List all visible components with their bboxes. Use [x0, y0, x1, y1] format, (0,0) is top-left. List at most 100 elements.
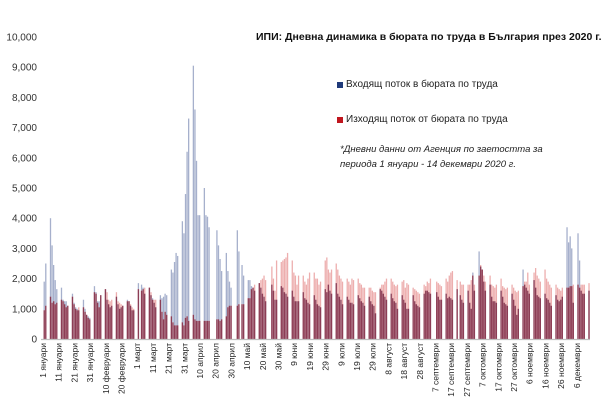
bar-overlap — [305, 299, 308, 339]
bar-inflow — [219, 258, 221, 339]
bar-overlap — [195, 320, 198, 339]
bar-overlap — [60, 299, 63, 339]
x-tick-label: 17 октомври — [493, 343, 503, 392]
bar-overlap — [469, 302, 471, 339]
bar-overlap — [522, 286, 524, 339]
x-tick-label: 21 март — [164, 343, 174, 374]
bar-overlap — [414, 301, 416, 339]
bar-inflow — [225, 252, 227, 339]
bar-overlap — [172, 322, 174, 339]
bar-overlap — [261, 293, 264, 339]
bar-overlap — [472, 275, 474, 339]
bar-overlap — [253, 290, 256, 339]
note-line-1: *Дневни данни от Агенция по заетостта за — [340, 144, 543, 155]
bar-overlap — [329, 290, 331, 339]
bar-overlap — [357, 295, 359, 339]
bar-overlap — [382, 293, 384, 339]
bar-inflow — [206, 216, 209, 339]
bar-overlap — [144, 293, 146, 339]
bar-overlap — [263, 296, 265, 339]
bar-inflow — [184, 194, 187, 339]
bar-overlap — [109, 307, 111, 339]
bar-overlap — [447, 298, 449, 339]
bar-overlap — [484, 290, 487, 339]
bar-overlap — [296, 301, 298, 339]
bar-overlap — [62, 301, 64, 339]
bar-overlap — [126, 301, 129, 339]
bar-overlap — [227, 307, 229, 339]
x-tick-label: 20 май — [258, 343, 268, 370]
bar-overlap — [67, 305, 69, 339]
bar-overlap — [445, 293, 447, 339]
bar-overlap — [98, 307, 100, 339]
bar-overlap — [502, 296, 504, 339]
bar-overlap — [506, 305, 509, 339]
bar-overlap — [181, 322, 184, 339]
bar-overlap — [374, 313, 377, 339]
bar-overlap — [293, 296, 295, 339]
bar-overlap — [56, 302, 58, 339]
bar-overlap — [183, 325, 185, 339]
y-tick-label: 9,000 — [12, 63, 37, 74]
bar-overlap — [142, 289, 144, 339]
bar-inflow — [197, 215, 199, 339]
bar-overlap — [580, 290, 582, 339]
bar-inflow — [203, 188, 206, 339]
bar-inflow — [186, 151, 188, 339]
bar-inflow — [205, 215, 207, 339]
bar-inflow — [192, 65, 195, 339]
bar-inflow — [217, 245, 220, 339]
y-tick-label: 1,000 — [12, 304, 37, 315]
bar-overlap — [247, 298, 249, 339]
bar-overlap — [450, 298, 452, 339]
bar-overlap — [549, 302, 551, 339]
legend-item-inflow: Входящ поток в бюрата по труда — [337, 79, 498, 90]
bar-overlap — [315, 299, 317, 339]
bar-overlap — [217, 319, 220, 339]
bar-overlap — [536, 295, 538, 339]
bar-overlap — [291, 290, 293, 339]
bar-overlap — [197, 320, 199, 339]
bar-overlap — [571, 286, 573, 339]
bar-overlap — [401, 295, 403, 339]
bar-overlap — [384, 296, 386, 339]
bar-overlap — [523, 284, 526, 339]
bar-overlap — [107, 304, 110, 339]
bar-overlap — [73, 304, 75, 339]
bar-overlap — [82, 307, 85, 339]
bar-overlap — [494, 301, 496, 339]
bar-overlap — [527, 290, 529, 339]
legend-item-outflow: Изходящ поток от бюрата по труда — [337, 114, 508, 125]
x-tick-label: 26 ноември — [556, 343, 566, 389]
bar-overlap — [71, 296, 74, 339]
x-tick-label: 31 януари — [85, 343, 95, 383]
bar-overlap — [74, 308, 77, 339]
chart-title: ИПИ: Дневна динамика в бюрата по труда в… — [256, 31, 602, 43]
bar-overlap — [572, 302, 574, 339]
bar-overlap — [588, 290, 590, 339]
legend-label-outflow: Изходящ поток от бюрата по труда — [346, 114, 508, 125]
bar-overlap — [89, 319, 91, 339]
bar-overlap — [359, 298, 361, 339]
bar-overlap — [500, 290, 502, 339]
bar-overlap — [260, 287, 262, 339]
bar-overlap — [514, 305, 516, 339]
y-tick-label: 7,000 — [12, 123, 37, 134]
bar-overlap — [547, 299, 549, 339]
x-tick-label: 17 септември — [446, 343, 456, 397]
bar-overlap — [561, 296, 563, 339]
bar-inflow — [162, 296, 165, 339]
bar-overlap — [225, 316, 227, 339]
bar-overlap — [51, 302, 53, 339]
bar-overlap — [368, 296, 370, 339]
bar-overlap — [533, 280, 535, 339]
bar-inflow — [216, 230, 218, 339]
bar-overlap — [128, 301, 130, 339]
bar-outflow — [286, 252, 289, 339]
bar-overlap — [106, 299, 108, 339]
bar-overlap — [63, 304, 66, 339]
bar-overlap — [208, 320, 210, 339]
bar-overlap — [162, 319, 165, 339]
bar-overlap — [395, 302, 397, 339]
bar-overlap — [177, 325, 179, 339]
